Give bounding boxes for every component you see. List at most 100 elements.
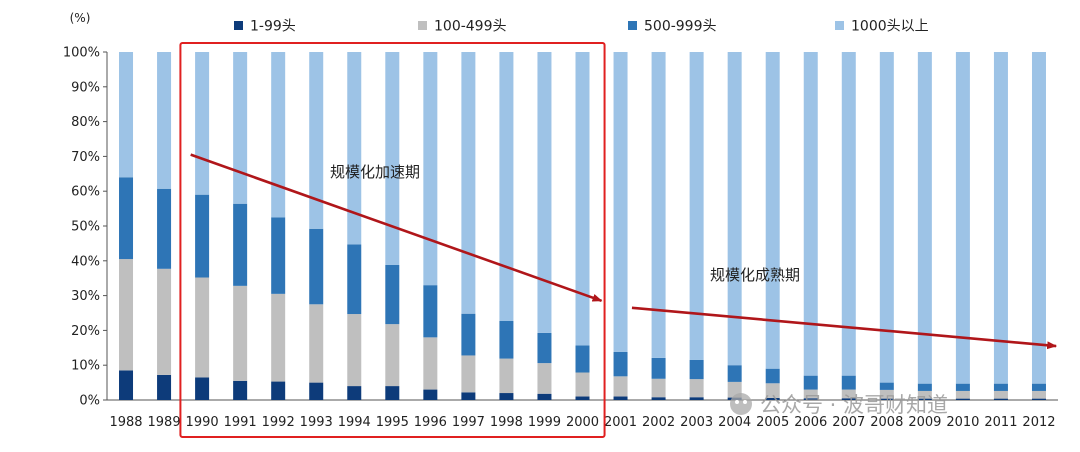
y-tick-label: 90% bbox=[71, 80, 100, 95]
x-tick-label: 2011 bbox=[984, 415, 1017, 430]
bar-segment bbox=[879, 52, 894, 383]
bar-segment bbox=[271, 52, 286, 218]
bar-segment bbox=[347, 314, 362, 387]
x-tick-label: 2007 bbox=[832, 415, 865, 430]
bar-segment bbox=[765, 383, 780, 398]
bar-segment bbox=[841, 389, 856, 399]
bar-segment bbox=[385, 386, 400, 400]
x-tick-label: 1992 bbox=[262, 415, 295, 430]
x-tick-label: 2002 bbox=[642, 415, 675, 430]
bar-segment bbox=[499, 52, 514, 322]
bar-segment bbox=[385, 324, 400, 387]
bar-segment bbox=[917, 398, 932, 400]
x-tick-label: 2012 bbox=[1022, 415, 1055, 430]
y-tick-label: 0% bbox=[79, 394, 100, 409]
bar-segment bbox=[841, 398, 856, 400]
bar-segment bbox=[727, 52, 742, 366]
bar-segment bbox=[1031, 398, 1046, 400]
bar-segment bbox=[157, 374, 172, 400]
bar-segment bbox=[499, 321, 514, 359]
y-tick-label: 10% bbox=[71, 359, 100, 374]
x-tick-label: 2006 bbox=[794, 415, 827, 430]
bar-segment bbox=[537, 332, 552, 364]
bar-segment bbox=[119, 370, 134, 400]
bar-segment bbox=[233, 380, 248, 400]
legend-label: 1000头以上 bbox=[851, 19, 929, 35]
bar-segment bbox=[119, 177, 134, 260]
y-tick-label: 60% bbox=[71, 185, 100, 200]
bar-segment bbox=[803, 398, 818, 400]
bar-segment bbox=[537, 52, 552, 333]
bar-segment bbox=[651, 52, 666, 358]
x-tick-label: 2008 bbox=[870, 415, 903, 430]
legend-swatch bbox=[835, 21, 844, 30]
bar-segment bbox=[689, 397, 704, 400]
bar-segment bbox=[271, 217, 286, 294]
bar-segment bbox=[233, 203, 248, 286]
bar-segment bbox=[917, 390, 932, 399]
y-tick-label: 30% bbox=[71, 289, 100, 304]
bar-segment bbox=[461, 313, 476, 356]
bar-segment bbox=[689, 52, 704, 360]
bar-segment bbox=[689, 379, 704, 398]
bar-segment bbox=[765, 368, 780, 384]
x-tick-label: 1990 bbox=[186, 415, 219, 430]
bar-segment bbox=[499, 358, 514, 394]
legend: 1-99头 100-499头 500-999头 1000头以上 bbox=[234, 19, 929, 35]
x-tick-label: 1988 bbox=[109, 415, 142, 430]
bar-segment bbox=[955, 398, 970, 400]
legend-label: 500-999头 bbox=[644, 19, 717, 35]
legend-swatch bbox=[234, 21, 243, 30]
bar-segment bbox=[423, 389, 438, 400]
axes-layer: (%) 0% 10% 20% 30% 40% 50% 60% 70% 80% 90% 100% 1988… bbox=[63, 11, 1058, 430]
bar-segment bbox=[385, 264, 400, 325]
y-tick-label: 20% bbox=[71, 324, 100, 339]
bar-segment bbox=[917, 52, 932, 384]
bar-segment bbox=[917, 383, 932, 391]
trend-arrow bbox=[190, 153, 603, 303]
x-tick-label: 1996 bbox=[414, 415, 447, 430]
bar-segment bbox=[651, 378, 666, 398]
bar-segment bbox=[993, 398, 1008, 400]
y-tick-label: 100% bbox=[63, 46, 100, 61]
trend-arrow bbox=[631, 306, 1058, 350]
x-tick-label: 1997 bbox=[452, 415, 485, 430]
x-tick-label: 2001 bbox=[604, 415, 637, 430]
y-tick-label: 50% bbox=[71, 220, 100, 235]
x-tick-label: 1994 bbox=[338, 415, 371, 430]
x-tick-label: 1991 bbox=[224, 415, 257, 430]
bar-segment bbox=[575, 372, 590, 397]
watermark-text: 公众号 · 波哥财知道 bbox=[760, 393, 948, 417]
bar-segment bbox=[271, 293, 286, 382]
bar-segment bbox=[461, 392, 476, 400]
y-tick-label: 70% bbox=[71, 150, 100, 165]
bar-segment bbox=[765, 397, 780, 400]
x-tick-label: 2003 bbox=[680, 415, 713, 430]
bar-segment bbox=[347, 52, 362, 245]
watermark: 公众号 · 波哥财知道 bbox=[730, 393, 948, 417]
legend-item: 1000头以上 bbox=[835, 19, 929, 35]
bar-segment bbox=[499, 393, 514, 400]
bar-segment bbox=[1031, 383, 1046, 391]
x-tick-label: 1998 bbox=[490, 415, 523, 430]
watermark-logo-eye-icon bbox=[735, 400, 739, 404]
bar-segment bbox=[537, 363, 552, 394]
bar-segment bbox=[613, 351, 628, 377]
highlight-box bbox=[179, 42, 606, 438]
bar-segment bbox=[119, 259, 134, 371]
bar-segment bbox=[423, 337, 438, 390]
x-tick-label: 1995 bbox=[376, 415, 409, 430]
y-tick-label: 80% bbox=[71, 115, 100, 130]
x-tick-label: 2010 bbox=[946, 415, 979, 430]
bar-segment bbox=[195, 52, 210, 195]
bar-segment bbox=[1031, 52, 1046, 384]
bars-layer bbox=[119, 52, 1046, 400]
legend-item: 100-499头 bbox=[418, 19, 507, 35]
bar-segment bbox=[309, 304, 324, 383]
x-tick-label: 2004 bbox=[718, 415, 751, 430]
bar-segment bbox=[613, 396, 628, 400]
bar-segment bbox=[157, 52, 172, 189]
bar-segment bbox=[195, 377, 210, 400]
legend-label: 100-499头 bbox=[434, 19, 507, 35]
